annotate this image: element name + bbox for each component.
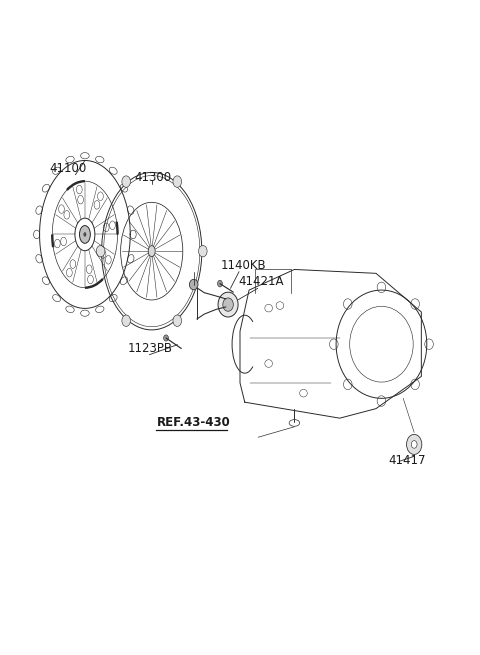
Text: 1140KB: 1140KB [221, 259, 266, 272]
Ellipse shape [199, 246, 207, 257]
Ellipse shape [96, 246, 105, 257]
Ellipse shape [148, 246, 155, 257]
Text: 41300: 41300 [134, 172, 171, 184]
Ellipse shape [223, 298, 233, 311]
Ellipse shape [411, 441, 417, 448]
Text: 41421A: 41421A [239, 275, 284, 288]
Ellipse shape [122, 176, 131, 187]
Text: 41417: 41417 [388, 454, 425, 467]
Ellipse shape [190, 279, 198, 290]
Text: REF.43-430: REF.43-430 [156, 416, 230, 428]
Text: 41100: 41100 [49, 162, 86, 175]
Ellipse shape [218, 292, 238, 317]
Ellipse shape [173, 176, 181, 187]
Ellipse shape [84, 233, 86, 236]
Ellipse shape [164, 335, 168, 341]
Ellipse shape [217, 280, 222, 287]
Text: 1123PB: 1123PB [128, 342, 173, 355]
Ellipse shape [122, 315, 131, 326]
Ellipse shape [407, 434, 422, 455]
Ellipse shape [173, 315, 181, 326]
Ellipse shape [80, 225, 90, 243]
